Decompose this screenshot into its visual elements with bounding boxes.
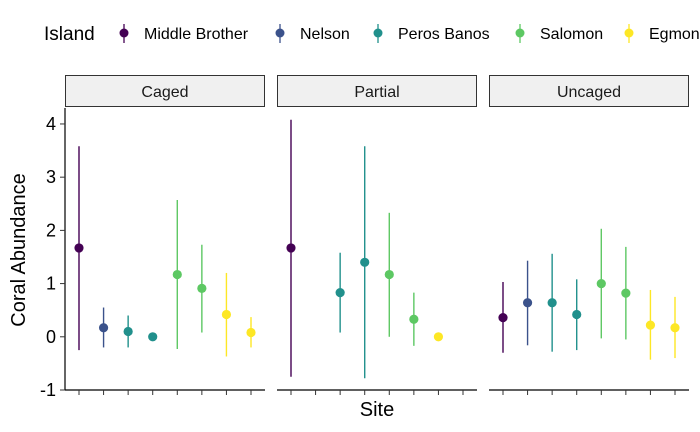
point-range xyxy=(409,292,419,346)
y-tick-label: 4 xyxy=(46,114,56,134)
legend-key-point xyxy=(373,28,383,38)
point-range xyxy=(384,212,394,337)
legend-label: Peros Banos xyxy=(398,26,490,43)
point-range xyxy=(621,246,631,340)
point-range xyxy=(197,244,207,333)
legend: Island Middle Brother Nelson Peros Banos Sa… xyxy=(44,24,700,45)
legend-key-point xyxy=(624,28,634,38)
y-tick-label: -1 xyxy=(40,380,56,400)
y-tick-label: 3 xyxy=(46,167,56,187)
point-range xyxy=(670,296,680,359)
legend-item: Salomon xyxy=(515,24,603,43)
facet-label: Partial xyxy=(354,84,399,101)
point-range xyxy=(522,260,533,346)
legend-label: Middle Brother xyxy=(144,26,249,43)
legend-item: Peros Banos xyxy=(373,24,490,43)
facet-strip xyxy=(65,75,265,107)
legend-key-point xyxy=(119,28,129,38)
point-range xyxy=(596,228,606,339)
legend-key-point xyxy=(515,28,525,38)
panel-uncaged: Uncaged xyxy=(489,75,689,395)
data-point xyxy=(172,269,182,280)
data-point xyxy=(572,309,582,320)
data-point xyxy=(221,309,232,320)
x-axis-title: Site xyxy=(360,399,394,421)
panel-caged: Caged xyxy=(65,75,265,395)
data-point xyxy=(547,298,557,308)
point-range xyxy=(123,315,133,348)
point-range xyxy=(172,200,182,350)
point-range xyxy=(572,279,582,351)
point-range xyxy=(286,119,296,377)
data-point xyxy=(74,243,84,253)
data-point xyxy=(522,298,533,308)
legend-key-point xyxy=(275,28,285,38)
y-axis-title: Coral Abundance xyxy=(8,173,30,326)
point-range xyxy=(148,332,158,342)
data-point xyxy=(123,326,133,337)
facet-strip xyxy=(489,75,689,107)
point-range xyxy=(98,307,109,348)
y-tick-label: 2 xyxy=(46,220,56,240)
data-point xyxy=(433,332,444,342)
y-tick-label: 0 xyxy=(46,327,56,347)
data-point xyxy=(335,288,345,298)
legend-item: Egmont xyxy=(624,24,700,43)
data-point xyxy=(360,257,370,267)
facet-label: Uncaged xyxy=(557,84,621,101)
legend-label: Nelson xyxy=(300,26,350,43)
point-range xyxy=(246,317,256,348)
data-point xyxy=(596,278,606,289)
legend-item: Middle Brother xyxy=(119,24,249,43)
data-point xyxy=(197,283,207,293)
point-range xyxy=(360,146,370,379)
data-point xyxy=(98,323,109,333)
data-point xyxy=(621,288,631,298)
data-point xyxy=(498,313,508,323)
facet-strip xyxy=(277,75,477,107)
point-range xyxy=(433,332,444,342)
data-point xyxy=(286,243,296,253)
data-point xyxy=(246,327,256,338)
data-point xyxy=(148,332,158,342)
point-range xyxy=(498,281,508,353)
data-point xyxy=(384,269,394,280)
facet-label: Caged xyxy=(141,84,188,101)
y-axis: -1 0 1 2 3 4 xyxy=(40,108,66,400)
data-point xyxy=(409,314,419,324)
point-range xyxy=(221,272,232,357)
data-point xyxy=(645,320,656,330)
legend-label: Egmont xyxy=(649,26,700,43)
point-range xyxy=(547,253,557,352)
panel-partial: Partial xyxy=(277,75,477,395)
data-point xyxy=(670,323,680,333)
point-range xyxy=(645,289,656,360)
legend-item: Nelson xyxy=(275,24,350,43)
y-tick-label: 1 xyxy=(46,274,56,294)
legend-title: Island xyxy=(44,24,95,45)
point-range xyxy=(335,252,345,333)
point-range xyxy=(74,146,84,351)
legend-label: Salomon xyxy=(540,26,603,43)
